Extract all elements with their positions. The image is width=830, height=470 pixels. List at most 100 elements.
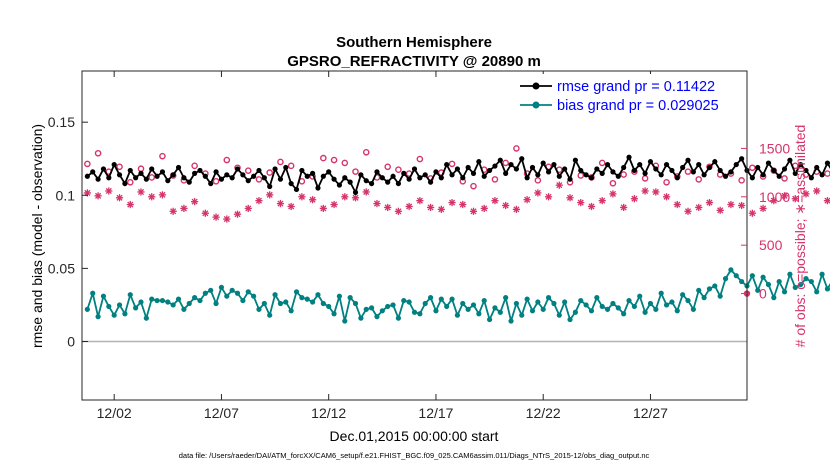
rmse-point: [304, 173, 310, 179]
rmse-point: [545, 169, 552, 175]
rmse-point: [674, 175, 680, 181]
asterisk-stroke: [588, 203, 595, 210]
rmse-point: [272, 166, 278, 172]
bias-point: [208, 287, 214, 293]
bias-point: [202, 290, 208, 296]
bias-point: [224, 293, 230, 299]
rmse-point: [722, 173, 729, 179]
rmse-point: [240, 172, 246, 178]
bias-point: [749, 273, 755, 279]
bias-point: [379, 308, 385, 314]
bias-point: [497, 309, 503, 315]
rmse-point: [615, 173, 621, 179]
rmse-point: [814, 164, 820, 171]
plot-frame: [81, 70, 748, 401]
rmse-point: [669, 167, 675, 174]
legend-marker: [532, 82, 540, 90]
obs-possible-point: [620, 171, 627, 178]
rmse-point: [658, 172, 664, 178]
obs-assimilated-point: [695, 203, 703, 212]
bias-point: [438, 296, 444, 302]
series-layer: [83, 145, 830, 324]
bias-point: [433, 308, 439, 314]
obs-possible-point: [255, 176, 263, 183]
bias-point: [776, 278, 782, 285]
bias-point: [218, 284, 225, 291]
y-right-tick-label: 1000: [759, 189, 790, 205]
chart-subtitle: GPSRO_REFRACTIVITY @ 20890 m: [287, 53, 541, 70]
asterisk-stroke: [609, 190, 616, 197]
obs-assimilated-point: [309, 196, 317, 204]
bias-point: [149, 296, 155, 302]
rmse-point: [647, 159, 654, 165]
x-axis-label: Dec.01,2015 00:00:00 start: [330, 428, 499, 444]
obs-assimilated-point: [534, 189, 542, 197]
rmse-point: [792, 170, 798, 176]
obs-assimilated-point: [426, 203, 435, 212]
rmse-point: [390, 173, 396, 179]
rmse-point: [680, 164, 686, 171]
bias-point: [111, 312, 117, 318]
bias-point: [567, 316, 573, 323]
asterisk-stroke: [631, 195, 638, 202]
bias-point: [406, 299, 412, 305]
obs-assimilated-point: [770, 197, 778, 205]
obs-assimilated-point: [115, 194, 124, 202]
bias-point: [299, 295, 305, 301]
asterisk-stroke: [599, 197, 606, 204]
bias-point: [159, 297, 166, 304]
bias-point: [588, 308, 595, 314]
x-tick-label: 12/17: [418, 405, 453, 421]
rmse-point: [503, 170, 509, 176]
asterisk-stroke: [813, 187, 820, 195]
rmse-point: [433, 169, 439, 175]
rmse-point: [116, 172, 123, 178]
obs-possible-point: [287, 162, 295, 170]
asterisk-stroke: [513, 206, 520, 213]
rmse-point: [229, 175, 235, 181]
rmse-point: [224, 172, 230, 178]
bias-point: [626, 297, 632, 304]
bias-point: [192, 295, 198, 301]
bias-point: [417, 311, 423, 317]
asterisk-stroke: [674, 201, 681, 208]
rmse-point: [84, 173, 90, 179]
rmse-point: [685, 157, 691, 163]
obs-assimilated-point: [212, 213, 220, 221]
rmse-point: [819, 172, 825, 178]
rmse-point: [567, 176, 573, 182]
asterisk-stroke: [148, 193, 155, 200]
rmse-point: [529, 164, 536, 171]
obs-possible-point: [126, 178, 134, 186]
bias-point: [154, 297, 160, 304]
obs-assimilated-point: [480, 204, 488, 213]
bias-point: [84, 306, 90, 312]
bias-point: [599, 303, 605, 310]
x-tick-label: 12/02: [97, 405, 132, 421]
rmse-point: [749, 175, 755, 181]
bias-point: [712, 283, 718, 289]
rmse-point: [717, 167, 723, 174]
asterisk-stroke: [191, 198, 198, 205]
bias-point: [615, 305, 621, 311]
obs-assimilated-point: [673, 200, 681, 209]
rmse-point: [556, 173, 562, 179]
rmse-point: [186, 179, 192, 185]
rmse-point: [358, 172, 364, 178]
bias-point: [342, 318, 348, 324]
bias-point: [578, 297, 584, 304]
bias-point: [653, 306, 659, 312]
obs-assimilated-point: [662, 193, 671, 201]
asterisk-stroke: [792, 195, 799, 202]
obs-assimilated-point: [126, 200, 134, 209]
bias-point: [390, 302, 396, 308]
bias-point: [293, 289, 300, 295]
bias-point: [315, 292, 321, 298]
obs-possible-point: [244, 167, 252, 174]
rmse-point: [293, 186, 300, 193]
rmse-point: [299, 167, 305, 174]
obs-assimilated-point: [362, 188, 370, 196]
bias-point: [352, 300, 359, 307]
rmse-point: [486, 167, 493, 174]
obs-assimilated-point: [791, 195, 799, 203]
